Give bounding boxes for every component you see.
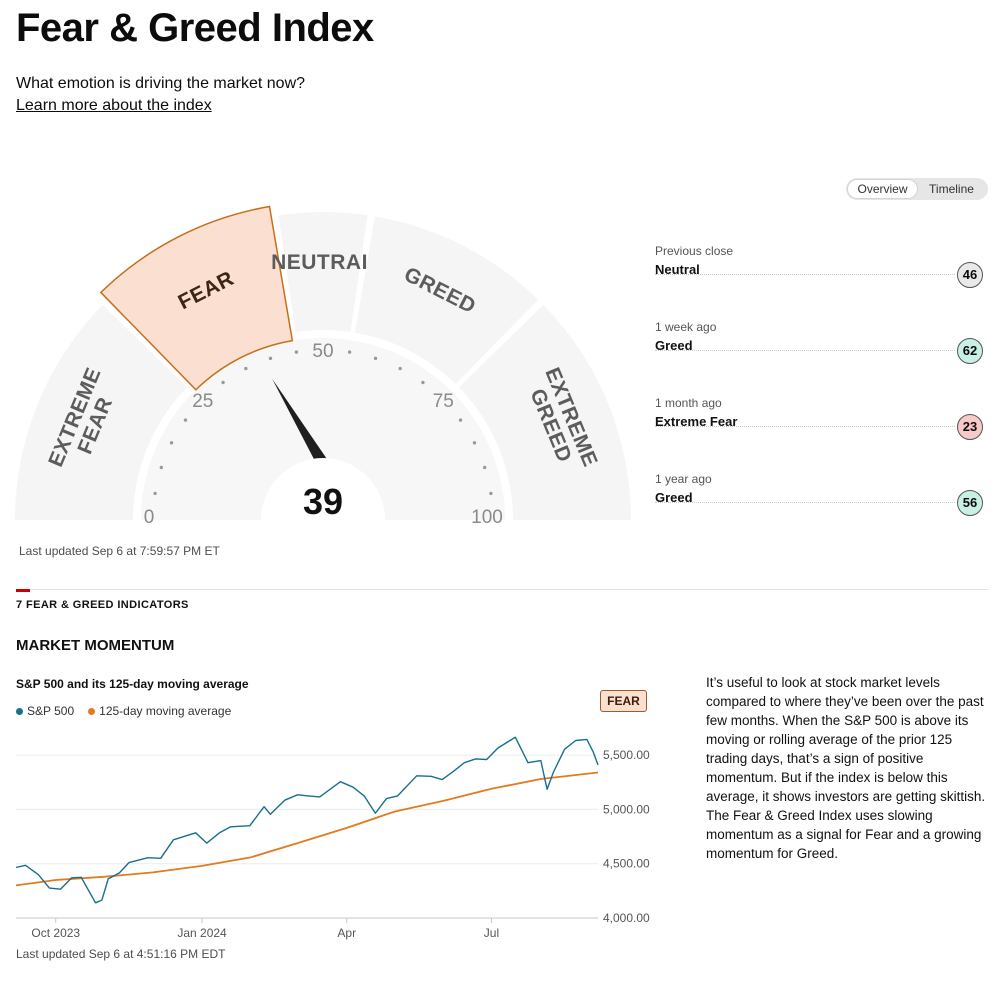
gauge-tick-dot: [458, 418, 463, 422]
history-rating: Extreme Fear: [655, 414, 738, 429]
gauge-segment-label: NEUTRAL: [271, 251, 375, 274]
gauge-segment-greed: [354, 216, 539, 385]
history-label: Previous close: [655, 244, 734, 258]
gauge-tick-dot: [421, 380, 425, 385]
gauge-tick-label: 75: [433, 391, 454, 412]
gauge-tick-dot: [183, 418, 188, 422]
legend-moving-average[interactable]: 125-day moving average: [88, 704, 231, 718]
gauge-tick-dot: [489, 491, 493, 496]
gauge-tick-dot: [482, 465, 487, 470]
gauge-segment-fear: [99, 205, 294, 391]
gauge-tick-dot: [169, 441, 174, 445]
gauge-tick-label: 25: [192, 391, 213, 412]
legend-sp500-dot: [16, 707, 23, 715]
chart-x-tick-label: Oct 2023: [31, 926, 80, 940]
momentum-rating-badge: FEAR: [600, 690, 647, 712]
legend-ma-dot: [88, 707, 96, 715]
gauge-tick-dot: [153, 491, 157, 496]
history-label: 1 year ago: [655, 472, 712, 486]
gauge-hub: [261, 458, 385, 520]
history-score-badge: 62: [957, 338, 983, 364]
page-subtitle: What emotion is driving the market now?: [16, 75, 306, 92]
history-row-1-year: 1 year ago Greed 56: [655, 472, 985, 548]
series-line-sp500: [15, 736, 599, 904]
chart-x-tick-label: Apr: [337, 926, 356, 940]
gauge-inner-face: [141, 338, 505, 520]
legend-sp500[interactable]: S&P 500: [16, 704, 74, 718]
indicators-heading: 7 FEAR & GREED INDICATORS: [16, 599, 189, 611]
gauge-tick-dot: [294, 350, 299, 354]
gauge-tick-dot: [373, 356, 378, 361]
history-score-badge: 56: [957, 490, 983, 516]
history-leader: [655, 502, 955, 503]
view-toggle: Overview Timeline: [846, 178, 988, 200]
gauge-tick-dot: [472, 441, 477, 445]
gauge-segment-extreme-greed: [458, 304, 631, 520]
learn-more-link[interactable]: Learn more about the index: [16, 97, 212, 114]
history-leader: [655, 274, 955, 275]
history-leader: [655, 350, 955, 351]
page-title: Fear & Greed Index: [16, 6, 374, 50]
momentum-chart: 5,500.00 5,000.00 4,500.00 4,000.00 Oct 2023…: [15, 736, 650, 940]
chart-y-tick-label: 5,500.00: [603, 748, 650, 762]
chart-x-tick-label: Jul: [484, 926, 499, 940]
chart-title: S&P 500 and its 125-day moving average: [16, 677, 249, 691]
section-accent: [16, 589, 30, 592]
gauge-last-updated: Last updated Sep 6 at 7:59:57 PM ET: [19, 544, 220, 558]
history-rating: Greed: [655, 490, 693, 505]
chart-x-tick-label: Jan 2024: [177, 926, 227, 940]
history-list: Previous close Neutral 46 1 week ago Gre…: [655, 244, 985, 548]
momentum-description: It’s useful to look at stock market leve…: [706, 675, 986, 861]
history-row-1-week: 1 week ago Greed 62: [655, 320, 985, 396]
legend-ma-label: 125-day moving average: [99, 704, 232, 718]
chart-y-tick-label: 5,000.00: [603, 802, 650, 816]
gauge-tick-label: 100: [471, 507, 503, 528]
history-score-badge: 46: [957, 262, 983, 288]
history-row-previous-close: Previous close Neutral 46: [655, 244, 985, 320]
market-momentum-heading: MARKET MOMENTUM: [16, 637, 175, 654]
gauge-segment-label-text: NEUTRAL: [271, 251, 375, 274]
gauge-needle: [272, 378, 329, 466]
history-score-badge: 23: [957, 414, 983, 440]
history-row-1-month: 1 month ago Extreme Fear 23: [655, 396, 985, 472]
toggle-overview[interactable]: Overview: [848, 180, 917, 198]
toggle-timeline[interactable]: Timeline: [929, 182, 974, 196]
gauge-score: 39: [303, 481, 343, 522]
chart-y-tick-label: 4,000.00: [603, 911, 650, 925]
history-label: 1 month ago: [655, 396, 722, 410]
legend-sp500-label: S&P 500: [27, 704, 75, 718]
gauge-tick-dot: [347, 350, 352, 354]
chart-last-updated: Last updated Sep 6 at 4:51:16 PM EDT: [16, 947, 226, 961]
chart-y-tick-label: 4,500.00: [603, 857, 650, 871]
gauge-tick-dot: [221, 380, 225, 385]
series-line-moving-average: [15, 771, 599, 887]
chart-legend: S&P 500 125-day moving average: [16, 704, 231, 718]
gauge-tick-dot: [159, 465, 164, 470]
fear-greed-gauge: EXTREMEFEARFEARNEUTRALGREEDEXTREMEGREED0…: [15, 205, 631, 528]
history-rating: Neutral: [655, 262, 700, 277]
gauge-tick-dot: [244, 366, 248, 371]
gauge-tick-label: 0: [144, 507, 155, 528]
gauge-tick-label: 50: [312, 341, 333, 362]
history-label: 1 week ago: [655, 320, 717, 334]
history-leader: [655, 426, 955, 427]
history-rating: Greed: [655, 338, 693, 353]
gauge-tick-dot: [398, 366, 402, 371]
gauge-segment-neutral: [278, 212, 368, 332]
gauge-tick-dot: [268, 356, 273, 361]
section-divider: [16, 589, 988, 590]
gauge-segment-extreme-fear: [15, 304, 188, 520]
